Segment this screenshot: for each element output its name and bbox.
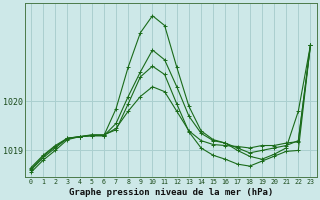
X-axis label: Graphe pression niveau de la mer (hPa): Graphe pression niveau de la mer (hPa) — [68, 188, 273, 197]
